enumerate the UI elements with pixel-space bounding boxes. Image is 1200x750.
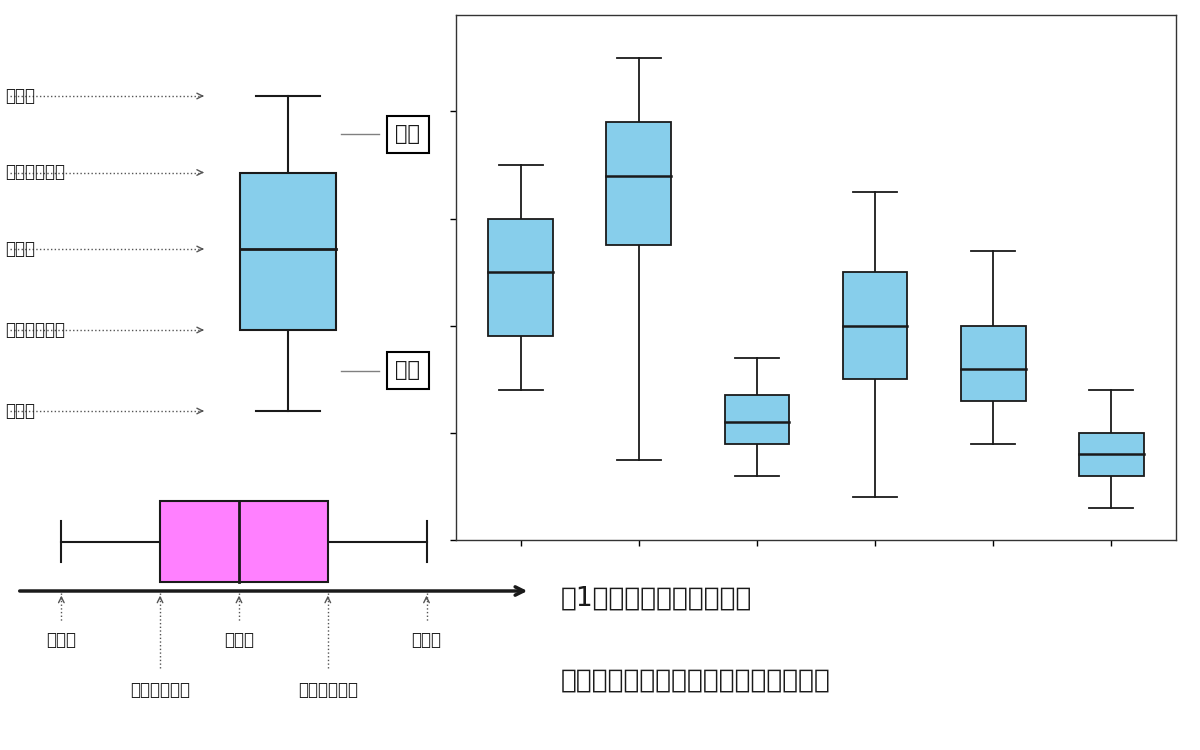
Text: ひげ: ひげ [396,124,420,144]
Text: 第３四分位数: 第３四分位数 [298,681,358,699]
Text: ひげ: ひげ [396,361,420,380]
Text: 第３四分位数: 第３四分位数 [5,164,65,182]
Bar [1079,433,1144,476]
Bar [606,122,672,245]
Bar [240,172,336,330]
Text: 中央値: 中央値 [224,632,254,650]
Text: 第１四分位数: 第１四分位数 [130,681,190,699]
Bar [160,501,328,582]
Text: 最小値: 最小値 [5,402,35,420]
Text: 最大値: 最大値 [412,632,442,650]
Text: 最小値: 最小値 [47,632,77,650]
Bar [488,218,553,337]
Text: 符1ひげ図を使うことで、: 符1ひげ図を使うことで、 [562,586,752,611]
Bar [842,272,907,380]
Bar [725,395,790,443]
Text: 中央値: 中央値 [5,240,35,258]
Text: 第１四分位数: 第１四分位数 [5,321,65,339]
Text: 最大値: 最大値 [5,87,35,105]
Text: 複数集団のデータ分布の比較ができる: 複数集団のデータ分布の比較ができる [562,668,830,694]
Bar [960,326,1026,400]
